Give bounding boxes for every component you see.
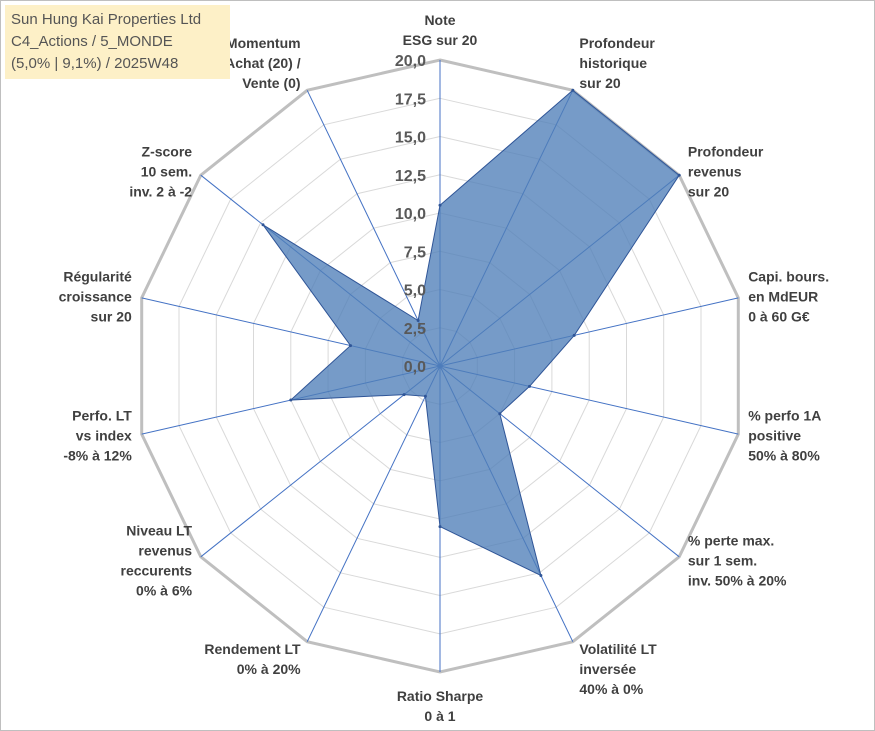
axis-label-6-line-1: inversée xyxy=(579,661,636,677)
tick-label-1: 2,5 xyxy=(404,321,426,338)
axis-label-7-line-1: 0 à 1 xyxy=(424,708,455,724)
axis-label-11: Régularité croissance sur 20 xyxy=(59,269,132,325)
radial-ticks: 0,0 2,5 5,0 7,5 10,0 12,5 15,0 17,5 20,0 xyxy=(395,53,426,376)
axis-label-12-line-2: inv. 2 à -2 xyxy=(129,184,192,200)
tick-label-7: 17,5 xyxy=(395,91,426,108)
axis-label-4-line-1: positive xyxy=(748,427,801,443)
axis-label-2-line-1: revenus xyxy=(688,164,742,180)
axis-label-2-line-0: Profondeur xyxy=(688,144,764,160)
axis-label-5: % perte max. sur 1 sem. inv. 50% à 20% xyxy=(688,533,787,589)
axis-label-3: Capi. bours. en MdEUR 0 à 60 G€ xyxy=(748,269,829,325)
axis-label-5-line-0: % perte max. xyxy=(688,533,774,549)
axis-label-10-line-0: Perfo. LT xyxy=(72,407,132,423)
chart-title-box: Sun Hung Kai Properties Ltd C4_Actions /… xyxy=(5,5,230,79)
axis-label-10-line-2: -8% à 12% xyxy=(63,447,132,463)
chart-title-line-2: C4_Actions / 5_MONDE xyxy=(11,33,173,50)
data-point-6 xyxy=(539,574,543,577)
axis-label-11-line-0: Régularité xyxy=(63,269,132,285)
data-point-9 xyxy=(402,393,406,397)
axis-label-5-line-1: sur 1 sem. xyxy=(688,553,757,569)
axis-label-9-line-2: reccurents xyxy=(121,563,193,579)
axis-label-4-line-0: % perfo 1A xyxy=(748,407,821,423)
axis-label-13-line-2: Vente (0) xyxy=(242,75,300,91)
axis-label-0-line-1: ESG sur 20 xyxy=(403,32,478,48)
axis-label-9: Niveau LT revenus reccurents 0% à 6% xyxy=(121,523,193,599)
axis-label-9-line-3: 0% à 6% xyxy=(136,583,193,599)
axis-label-12-line-0: Z-score xyxy=(142,144,193,160)
axis-label-9-line-0: Niveau LT xyxy=(126,523,192,539)
axis-label-8: Rendement LT 0% à 20% xyxy=(204,641,301,677)
axis-label-13: Momentum Achat (20) / Vente (0) xyxy=(225,35,301,91)
series-area xyxy=(262,89,680,577)
axis-label-3-line-0: Capi. bours. xyxy=(748,269,829,285)
data-point-2 xyxy=(677,173,681,177)
axis-label-11-line-2: sur 20 xyxy=(91,309,132,325)
tick-label-6: 15,0 xyxy=(395,130,426,147)
data-point-10 xyxy=(289,398,293,402)
axis-label-1-line-1: historique xyxy=(579,55,647,71)
data-point-8 xyxy=(423,394,427,398)
tick-label-5: 12,5 xyxy=(395,168,426,185)
data-point-4 xyxy=(528,384,531,388)
axis-label-8-line-0: Rendement LT xyxy=(204,641,301,657)
series xyxy=(261,88,681,577)
axis-label-6-line-2: 40% à 0% xyxy=(579,681,643,697)
axis-label-12: Z-score 10 sem. inv. 2 à -2 xyxy=(129,144,192,200)
spoke-9 xyxy=(200,365,441,558)
axis-labels: Note ESG sur 20 Profondeur historique sur 20… xyxy=(59,12,829,724)
axis-label-3-line-1: en MdEUR xyxy=(748,289,818,305)
chart-title-line-1: Sun Hung Kai Properties Ltd xyxy=(11,11,202,28)
axis-label-6: Volatilité LT inversée 40% à 0% xyxy=(579,641,657,697)
axis-label-4: % perfo 1A positive 50% à 80% xyxy=(748,407,821,463)
chart-title-line-3: (5,0% | 9,1%) / 2025W48 xyxy=(11,55,179,72)
axis-label-7-line-0: Ratio Sharpe xyxy=(397,688,484,704)
axis-label-13-line-0: Momentum xyxy=(226,35,301,51)
data-point-13 xyxy=(416,319,420,322)
axis-label-4-line-2: 50% à 80% xyxy=(748,447,820,463)
data-point-3 xyxy=(572,333,576,337)
spoke-8 xyxy=(306,365,441,642)
axis-label-1-line-2: sur 20 xyxy=(579,75,620,91)
axis-label-2-line-2: sur 20 xyxy=(688,184,729,200)
axis-label-2: Profondeur revenus sur 20 xyxy=(688,144,764,200)
axis-label-3-line-2: 0 à 60 G€ xyxy=(748,309,810,325)
tick-label-4: 10,0 xyxy=(395,206,426,223)
data-point-12 xyxy=(261,223,265,227)
axis-label-10-line-1: vs index xyxy=(76,427,132,443)
data-point-11 xyxy=(349,344,352,348)
tick-label-3: 7,5 xyxy=(404,244,426,261)
tick-label-8: 20,0 xyxy=(395,53,426,70)
tick-label-2: 5,0 xyxy=(404,283,426,300)
axis-label-1: Profondeur historique sur 20 xyxy=(579,35,655,91)
axis-label-8-line-1: 0% à 20% xyxy=(237,661,301,677)
data-point-0 xyxy=(438,203,442,207)
axis-label-0: Note ESG sur 20 xyxy=(403,12,478,48)
axis-label-13-line-1: Achat (20) / xyxy=(225,55,301,71)
axis-label-7: Ratio Sharpe 0 à 1 xyxy=(397,688,484,724)
axis-label-6-line-0: Volatilité LT xyxy=(579,641,657,657)
axis-label-0-line-0: Note xyxy=(424,12,455,28)
axis-label-10: Perfo. LT vs index -8% à 12% xyxy=(63,407,132,463)
axis-label-5-line-2: inv. 50% à 20% xyxy=(688,573,787,589)
axis-label-9-line-1: revenus xyxy=(138,543,192,559)
axis-label-1-line-0: Profondeur xyxy=(579,35,655,51)
axis-label-12-line-1: 10 sem. xyxy=(141,164,192,180)
data-point-7 xyxy=(438,525,442,529)
data-point-1 xyxy=(571,88,575,92)
data-point-5 xyxy=(498,412,502,416)
axis-label-11-line-1: croissance xyxy=(59,289,132,305)
tick-label-0: 0,0 xyxy=(404,359,426,376)
